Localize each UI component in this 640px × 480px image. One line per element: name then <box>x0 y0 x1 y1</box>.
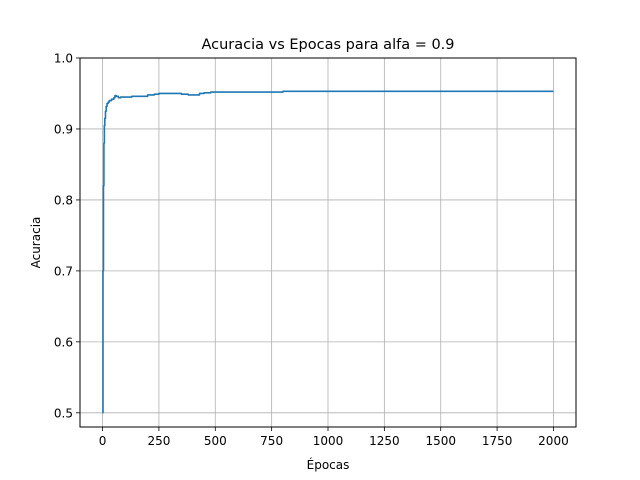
x-tick-label: 0 <box>99 434 107 448</box>
x-tick-label: 1000 <box>313 434 344 448</box>
y-tick-label: 0.6 <box>54 335 73 349</box>
y-axis-label: Acuracia <box>29 217 43 269</box>
plot-lines <box>102 90 554 414</box>
x-tick-label: 1750 <box>482 434 513 448</box>
y-tick-label: 0.8 <box>54 193 73 207</box>
x-tick-label: 500 <box>204 434 227 448</box>
x-axis-ticks: 0 250 500 750 1000 1250 1500 1750 2000 <box>99 427 569 448</box>
chart-title: Acuracia vs Epocas para alfa = 0.9 <box>201 37 454 53</box>
y-axis-ticks: 0.5 0.6 0.7 0.8 0.9 1.0 <box>54 52 80 420</box>
x-tick-label: 750 <box>260 434 283 448</box>
x-tick-label: 1500 <box>425 434 456 448</box>
grid <box>80 57 576 427</box>
x-tick-label: 1250 <box>369 434 400 448</box>
y-tick-label: 0.7 <box>54 264 73 278</box>
accuracy-series-line <box>102 90 554 414</box>
y-tick-label: 0.9 <box>54 122 73 136</box>
x-tick-label: 250 <box>147 434 170 448</box>
y-tick-label: 1.0 <box>54 52 73 66</box>
y-tick-label: 0.5 <box>54 406 73 420</box>
x-axis-label: Épocas <box>307 457 350 472</box>
x-tick-label: 2000 <box>538 434 569 448</box>
